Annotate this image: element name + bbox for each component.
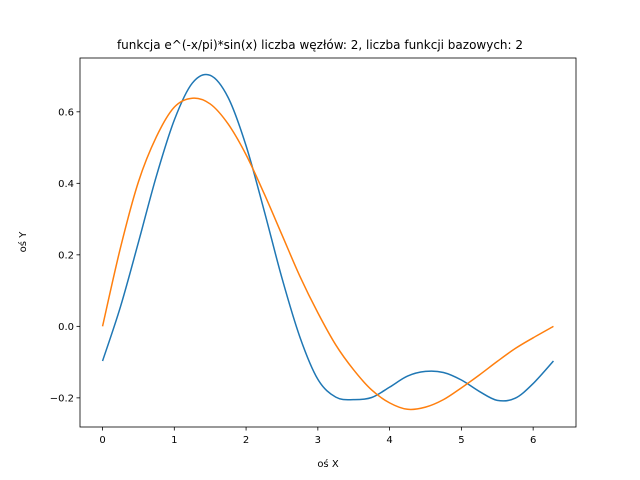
y-tick-label: 0.4 bbox=[58, 179, 74, 190]
y-axis-label: oś Y bbox=[17, 231, 29, 253]
x-tick-label: 4 bbox=[386, 435, 392, 446]
x-tick-label: 6 bbox=[530, 435, 536, 446]
y-tick-label: 0.0 bbox=[58, 322, 74, 333]
x-axis-label: oś X bbox=[317, 458, 339, 470]
plot-area-frame bbox=[79, 57, 577, 428]
y-axis-ticks: −0.2 0.0 0.2 0.4 0.6 bbox=[50, 107, 80, 404]
series-line-2 bbox=[101, 97, 554, 411]
y-tick-label: −0.2 bbox=[50, 393, 74, 404]
y-tick-label: 0.2 bbox=[58, 250, 74, 261]
x-tick-label: 3 bbox=[315, 435, 321, 446]
x-tick-label: 2 bbox=[243, 435, 249, 446]
y-tick-label: 0.6 bbox=[58, 107, 74, 118]
series-layer bbox=[101, 73, 555, 411]
x-axis-ticks: 0 1 2 3 4 5 6 bbox=[99, 427, 536, 446]
series-line-1 bbox=[101, 73, 555, 402]
x-tick-label: 1 bbox=[171, 435, 177, 446]
x-tick-label: 0 bbox=[99, 435, 105, 446]
x-tick-label: 5 bbox=[458, 435, 464, 446]
chart-title: funkcja e^(-x/pi)*sin(x) liczba węzłów: … bbox=[117, 38, 523, 52]
